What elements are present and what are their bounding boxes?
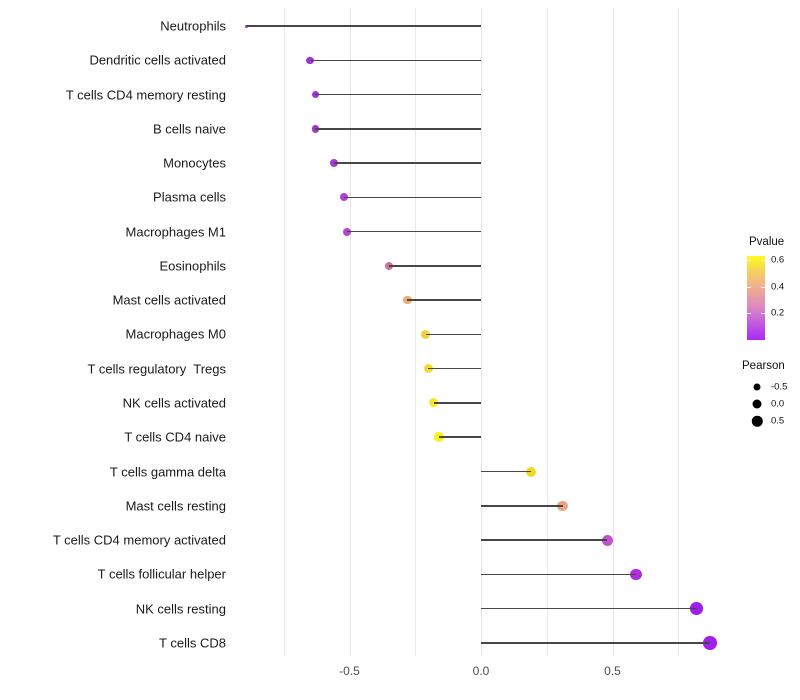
pearson-legend-dot: [752, 399, 762, 409]
pearson-legend-label: -0.5: [771, 381, 788, 393]
lollipop-dot: [703, 636, 717, 650]
category-label: Mast cells activated: [112, 292, 226, 308]
category-label: NK cells resting: [135, 601, 226, 617]
lollipop-stem: [481, 539, 608, 541]
lollipop-stem: [315, 128, 481, 130]
category-label: B cells naive: [153, 121, 226, 137]
gridline-minor: [283, 8, 285, 656]
pvalue-tick-label: 0.6: [771, 254, 785, 266]
pvalue-colorbar: [747, 256, 765, 340]
gridline-minor: [546, 8, 548, 656]
lollipop-stem: [481, 642, 710, 644]
category-label: Dendritic cells activated: [89, 52, 226, 68]
lollipop-dot: [601, 534, 613, 546]
category-label: Mast cells resting: [125, 498, 226, 514]
category-label: Macrophages M1: [125, 224, 226, 240]
category-label: Eosinophils: [159, 258, 227, 274]
lollipop-stem: [388, 265, 481, 267]
lollipop-stem: [481, 470, 531, 473]
lollipop-stem: [315, 93, 481, 96]
category-label: T cells CD4 memory activated: [52, 532, 226, 548]
pearson-legend-label: 0.5: [771, 415, 785, 427]
x-tick-label: 0.5: [604, 664, 621, 678]
lollipop-stem: [407, 299, 481, 301]
pearson-legend-dot: [751, 416, 763, 427]
gridline-major: [481, 8, 482, 656]
gridline-major: [612, 8, 614, 656]
lollipop-dot: [630, 568, 642, 581]
category-label: T cells CD8: [159, 635, 226, 651]
pvalue-tick-label: 0.4: [771, 280, 785, 292]
lollipop-stem: [433, 402, 481, 404]
category-label: Monocytes: [163, 155, 226, 171]
lollipop-stem: [438, 436, 481, 438]
lollipop-dot: [557, 500, 568, 512]
lollipop-stem: [246, 25, 481, 27]
lollipop-stem: [481, 573, 637, 576]
category-label: T cells CD4 naive: [124, 429, 226, 445]
lollipop-stem: [481, 505, 563, 507]
pearson-legend-dot: [753, 383, 761, 391]
gridline-minor: [415, 8, 417, 656]
category-label: NK cells activated: [122, 395, 226, 411]
cbar-tick-right: [761, 313, 765, 315]
cbar-tick-right: [761, 286, 765, 288]
category-label: Macrophages M0: [125, 326, 226, 342]
lollipop-stem: [344, 196, 481, 199]
category-label: T cells CD4 memory resting: [65, 87, 226, 103]
x-tick-label: -0.5: [339, 664, 360, 678]
x-tick-label: 0.0: [472, 664, 490, 678]
category-label: Plasma cells: [153, 189, 226, 205]
category-label: T cells follicular helper: [97, 566, 226, 582]
cbar-tick-left: [747, 260, 751, 261]
lollipop-stem: [481, 607, 697, 610]
cbar-tick-left: [747, 313, 751, 315]
category-label: Neutrophils: [160, 18, 226, 34]
gridline-minor: [678, 8, 680, 656]
pvalue-tick-label: 0.2: [771, 307, 785, 319]
lollipop-stem: [428, 367, 481, 370]
lollipop-stem: [425, 333, 481, 336]
pearson-legend-title: Pearson: [742, 360, 785, 372]
cbar-tick-left: [747, 286, 751, 288]
category-label: T cells regulatory Tregs: [87, 361, 226, 377]
lollipop-dot: [690, 602, 703, 615]
lollipop-stem: [346, 230, 481, 233]
cbar-tick-right: [761, 260, 765, 261]
pvalue-legend-title: Pvalue: [749, 236, 785, 248]
gridline-major: [349, 8, 351, 656]
lollipop-stem: [333, 162, 481, 164]
lollipop-stem: [310, 59, 481, 62]
pearson-legend-label: 0.0: [771, 398, 785, 410]
lollipop-dot: [525, 466, 536, 477]
category-label: T cells gamma delta: [109, 464, 226, 479]
